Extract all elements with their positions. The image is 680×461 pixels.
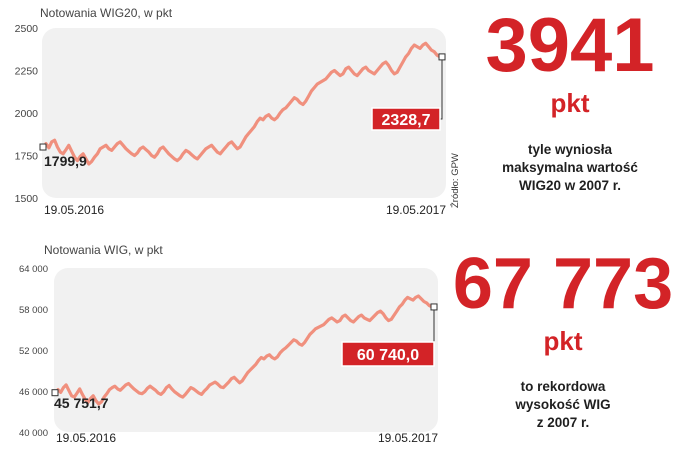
chart1-x-end-label: 19.05.2017 [386, 203, 446, 217]
highlight2-unit: pkt [543, 326, 583, 356]
chart2-start-label: 45 751,7 [54, 395, 109, 411]
chart1-end-label: 2328,7 [382, 112, 431, 129]
chart1-ytick-label: 1500 [15, 193, 39, 205]
chart1-series-line [44, 41, 442, 166]
chart2-ytick-label: 64 000 [19, 264, 48, 275]
chart1-source: Źródło: GPW [450, 153, 461, 208]
highlight1-description: tyle wyniosła maksymalna wartość WIG20 w… [470, 141, 670, 195]
highlight2-description: to rekordowa wysokość WIG z 2007 r. [446, 378, 680, 432]
highlight2-value: 67 773 [452, 244, 674, 324]
chart2-x-end-label: 19.05.2017 [378, 431, 438, 445]
chart2-title: Notowania WIG, w pkt [44, 243, 163, 257]
chart2-ytick-label: 40 000 [19, 428, 48, 439]
highlight1-line: tyle wyniosła [527, 142, 613, 157]
chart1-start-label: 1799,9 [44, 153, 87, 169]
chart2-plot-area [54, 268, 438, 432]
chart2-end-label: 60 740,0 [357, 347, 419, 364]
highlight2-line: to rekordowa [520, 379, 606, 394]
chart1-ytick-label: 2000 [15, 108, 39, 120]
chart2-end-label-box [341, 341, 435, 367]
chart1-start-marker [39, 143, 47, 151]
chart2-ytick-label: 52 000 [19, 346, 48, 357]
highlight1-line: WIG20 w 2007 r. [518, 178, 622, 193]
highlight2-line: z 2007 r. [536, 415, 590, 430]
chart1-title: Notowania WIG20, w pkt [40, 6, 173, 20]
chart2-series-line [56, 294, 434, 406]
highlight1-line: maksymalna wartość [502, 160, 638, 175]
chart1-x-start-label: 19.05.2016 [44, 203, 104, 217]
chart2-x-start-label: 19.05.2016 [56, 431, 116, 445]
chart2-ytick-label: 46 000 [19, 387, 48, 398]
chart1-ytick-label: 1750 [15, 151, 39, 163]
chart1-end-marker [438, 53, 446, 61]
chart1-ytick-label: 2250 [15, 66, 39, 78]
chart1-ytick-label: 2500 [15, 23, 39, 35]
chart2-end-marker [430, 303, 438, 311]
highlight1-unit: pkt [550, 88, 590, 118]
chart1-end-label-box [371, 107, 441, 131]
chart2-ytick-label: 58 000 [19, 305, 48, 316]
highlight2-line: wysokość WIG [515, 397, 611, 412]
chart2-start-marker [51, 389, 59, 397]
highlight1-value: 3941 [485, 3, 655, 88]
